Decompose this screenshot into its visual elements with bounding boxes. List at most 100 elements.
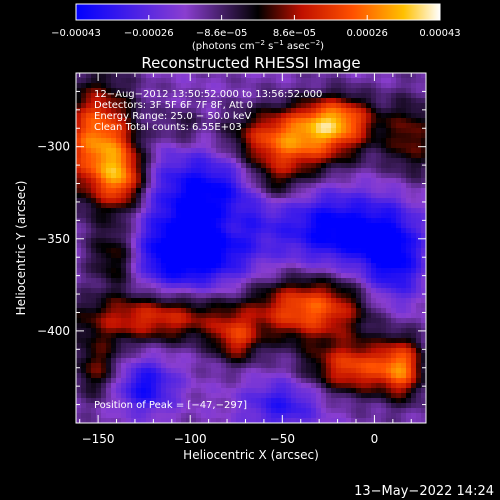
heatmap-cell xyxy=(236,173,242,179)
heatmap-cell xyxy=(171,278,177,284)
heatmap-cell xyxy=(286,213,292,219)
heatmap-cell xyxy=(261,368,267,374)
heatmap-cell xyxy=(376,283,382,289)
heatmap-cell xyxy=(406,73,412,79)
heatmap-cell xyxy=(261,183,267,189)
heatmap-cell xyxy=(406,368,412,374)
heatmap-cell xyxy=(326,73,332,79)
heatmap-cell xyxy=(396,403,402,409)
heatmap-cell xyxy=(231,418,237,423)
heatmap-cell xyxy=(101,288,107,294)
heatmap-cell xyxy=(171,328,177,334)
heatmap-cell xyxy=(261,128,267,134)
heatmap-cell xyxy=(276,198,282,204)
heatmap-cell xyxy=(376,88,382,94)
heatmap-cell xyxy=(271,418,277,423)
heatmap-cell xyxy=(206,223,212,229)
heatmap-cell xyxy=(286,333,292,339)
heatmap-cell xyxy=(341,98,347,104)
heatmap-cell xyxy=(281,83,287,89)
heatmap-cell xyxy=(251,223,257,229)
heatmap-cell xyxy=(216,223,222,229)
heatmap-cell xyxy=(211,103,217,109)
heatmap-cell xyxy=(141,348,147,354)
heatmap-cell xyxy=(176,223,182,229)
heatmap-cell xyxy=(266,303,272,309)
heatmap-cell xyxy=(421,403,426,409)
heatmap-cell xyxy=(91,318,97,324)
heatmap-cell xyxy=(116,183,122,189)
heatmap-cell xyxy=(206,338,212,344)
heatmap-cell xyxy=(226,238,232,244)
heatmap-cell xyxy=(346,138,352,144)
heatmap-cell xyxy=(91,308,97,314)
heatmap-cell xyxy=(301,103,307,109)
heatmap-cell xyxy=(286,283,292,289)
heatmap-cell xyxy=(171,263,177,269)
heatmap-cell xyxy=(411,208,417,214)
heatmap-cell xyxy=(316,123,322,129)
heatmap-cell xyxy=(336,93,342,99)
heatmap-cell xyxy=(256,103,262,109)
heatmap-cell xyxy=(196,403,202,409)
heatmap-cell xyxy=(131,313,137,319)
heatmap-cell xyxy=(351,393,357,399)
heatmap-cell xyxy=(141,253,147,259)
heatmap-cell xyxy=(151,198,157,204)
heatmap-cell xyxy=(296,403,302,409)
heatmap-cell xyxy=(341,153,347,159)
heatmap-cell xyxy=(376,108,382,114)
heatmap-cell xyxy=(126,283,132,289)
heatmap-cell xyxy=(256,298,262,304)
heatmap-cell xyxy=(326,303,332,309)
heatmap-cell xyxy=(366,218,372,224)
heatmap-cell xyxy=(306,253,312,259)
heatmap-cell xyxy=(351,333,357,339)
heatmap-cell xyxy=(346,263,352,269)
heatmap-cell xyxy=(211,178,217,184)
heatmap-cell xyxy=(81,398,87,404)
heatmap-cell xyxy=(321,418,327,423)
heatmap-cell xyxy=(336,278,342,284)
heatmap-cell xyxy=(396,168,402,174)
heatmap-cell xyxy=(186,303,192,309)
heatmap-cell xyxy=(196,263,202,269)
heatmap-cell xyxy=(406,378,412,384)
heatmap-cell xyxy=(381,313,387,319)
heatmap-cell xyxy=(356,153,362,159)
heatmap-cell xyxy=(301,178,307,184)
heatmap-cell xyxy=(131,208,137,214)
heatmap-cell xyxy=(321,123,327,129)
heatmap-cell xyxy=(391,348,397,354)
heatmap-cell xyxy=(206,308,212,314)
heatmap-cell xyxy=(286,158,292,164)
heatmap-cell xyxy=(331,218,337,224)
heatmap-cell xyxy=(376,418,382,423)
heatmap-cell xyxy=(361,263,367,269)
heatmap-cell xyxy=(391,263,397,269)
heatmap-cell xyxy=(276,363,282,369)
heatmap-cell xyxy=(191,193,197,199)
heatmap-cell xyxy=(371,338,377,344)
heatmap-cell xyxy=(236,178,242,184)
heatmap-cell xyxy=(346,188,352,194)
heatmap-cell xyxy=(151,113,157,119)
heatmap-cell xyxy=(421,283,426,289)
heatmap-cell xyxy=(391,128,397,134)
heatmap-cell xyxy=(271,113,277,119)
heatmap-cell xyxy=(261,318,267,324)
heatmap-cell xyxy=(331,78,337,84)
heatmap-cell xyxy=(296,383,302,389)
heatmap-cell xyxy=(411,193,417,199)
heatmap-cell xyxy=(211,228,217,234)
heatmap-cell xyxy=(271,118,277,124)
heatmap-cell xyxy=(91,323,97,329)
heatmap-cell xyxy=(336,243,342,249)
heatmap-cell xyxy=(226,218,232,224)
heatmap-cell xyxy=(336,73,342,79)
heatmap-cell xyxy=(316,168,322,174)
heatmap-cell xyxy=(186,123,192,129)
heatmap-cell xyxy=(251,378,257,384)
heatmap-cell xyxy=(186,83,192,89)
heatmap-cell xyxy=(216,203,222,209)
